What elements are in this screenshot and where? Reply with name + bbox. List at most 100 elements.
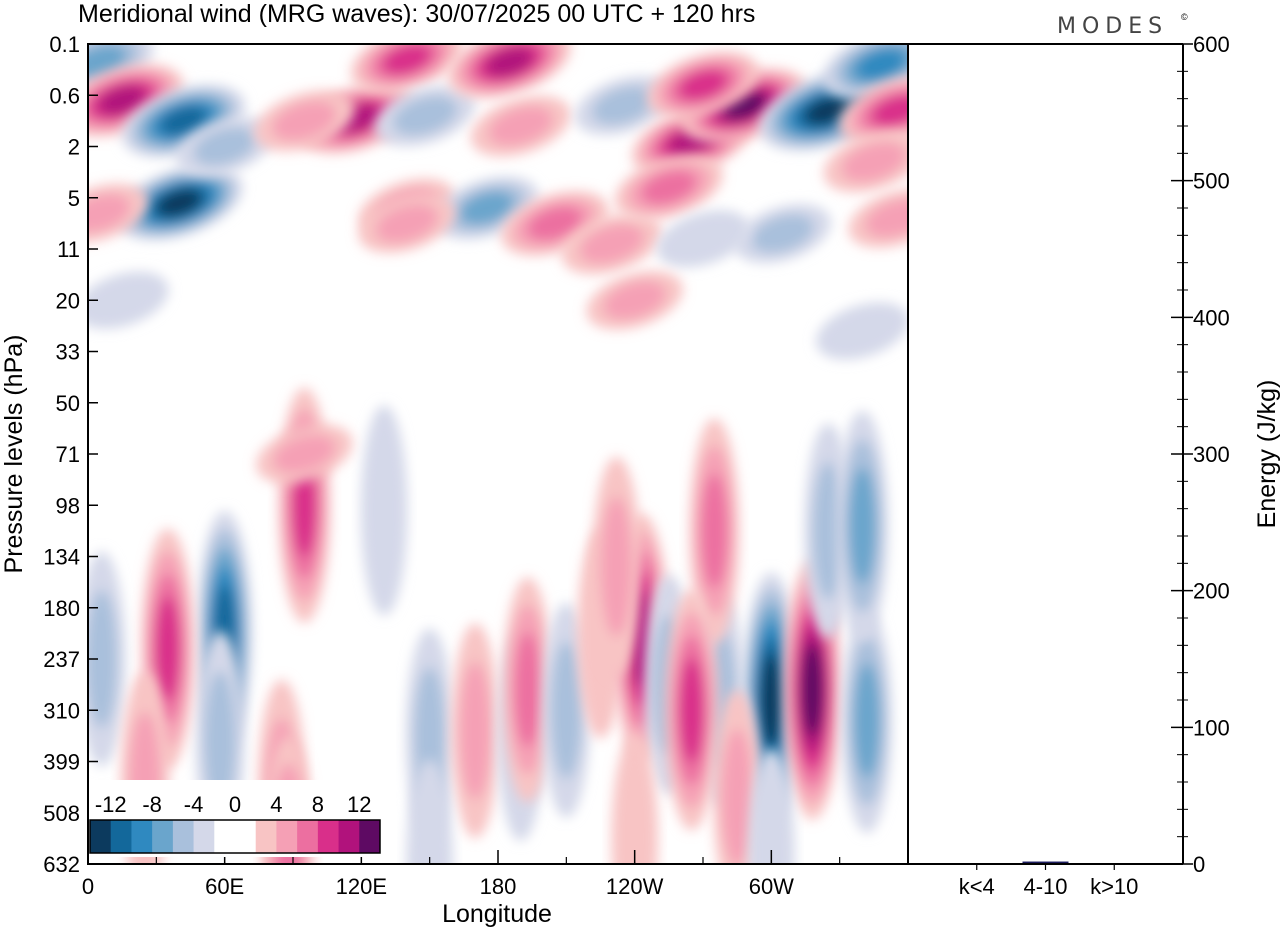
contour-level <box>486 47 533 77</box>
contour-level <box>273 434 336 474</box>
contour-level <box>841 142 906 182</box>
energy-panel: 0 100 200 300 400 500 600 k<4 4-10 k>10 <box>908 32 1230 899</box>
contour-level <box>204 671 236 811</box>
contour-level <box>375 204 438 243</box>
colorbar-swatch <box>235 820 257 853</box>
colorbar-swatch <box>317 820 340 853</box>
contour-feature <box>374 85 476 147</box>
contour-level <box>272 101 337 141</box>
contour-feature <box>614 155 723 220</box>
energy-axis-ticks: 0 100 200 300 400 500 600 k<4 4-10 k>10 <box>959 32 1230 899</box>
colorbar-swatch <box>338 820 360 853</box>
y-tick-label: 71 <box>56 442 80 467</box>
contour-level <box>816 302 908 360</box>
y-axis-label: Pressure levels (hPa) <box>0 335 28 574</box>
y-tick-label: 180 <box>43 596 80 621</box>
contour-level <box>157 189 201 217</box>
x-tick-label: 120E <box>336 874 387 899</box>
contour-level <box>406 759 453 864</box>
contour-feature <box>256 424 353 484</box>
energy-y-tick-label: 400 <box>1193 305 1230 330</box>
colorbar-swatch <box>276 820 298 853</box>
x-tick-label: 60W <box>749 874 794 899</box>
contour-level <box>393 96 457 136</box>
contour-level <box>600 496 633 637</box>
contour-level <box>382 44 432 75</box>
colorbar: -12 -8 -4 0 4 8 12 <box>86 780 384 857</box>
contour-panel: 0 60E 120E 180 120W 60W 0.1 0.6 2 5 11 20 33 50 71 98 13… <box>43 32 909 899</box>
contour-level <box>748 748 795 864</box>
contour-level <box>88 271 169 329</box>
contour-level <box>160 106 207 136</box>
contour-level <box>603 281 666 320</box>
contour-level <box>550 641 582 779</box>
x-tick-label: 60E <box>205 874 244 899</box>
contour-feature <box>848 188 908 248</box>
contour-level <box>611 733 658 864</box>
energy-category-label: k>10 <box>1090 874 1138 899</box>
energy-axis-label: Energy (J/kg) <box>1253 380 1280 529</box>
energy-y-tick-label: 200 <box>1193 579 1230 604</box>
colorbar-label: -12 <box>95 792 127 817</box>
energy-y-tick-label: 100 <box>1193 715 1230 740</box>
contour-feature <box>734 204 831 264</box>
y-tick-label: 33 <box>56 340 80 365</box>
colorbar-label: 4 <box>270 792 282 817</box>
y-tick-label: 50 <box>56 391 80 416</box>
y-tick-label: 632 <box>43 852 80 877</box>
contour-level <box>751 214 814 253</box>
colorbar-swatch <box>90 820 112 853</box>
contour-level <box>360 405 408 616</box>
contour-level <box>856 49 906 80</box>
y-tick-label: 237 <box>43 647 80 672</box>
x-tick-label: 0 <box>82 874 94 899</box>
energy-y-tick-label: 500 <box>1193 169 1230 194</box>
contour-level <box>527 206 582 241</box>
contour-feature <box>88 271 169 329</box>
contour-feature <box>406 759 453 864</box>
contour-feature <box>88 551 126 767</box>
contour-level <box>865 199 908 238</box>
contour-level <box>580 224 644 264</box>
colorbar-frame <box>89 819 381 854</box>
contour-level <box>193 127 256 166</box>
colorbar-label: -4 <box>184 792 204 817</box>
colorbar-label: 0 <box>229 792 241 817</box>
colorbar-swatch <box>359 820 381 853</box>
colorbar-swatch <box>193 820 215 853</box>
energy-y-tick-label: 0 <box>1193 852 1205 877</box>
contour-level <box>514 632 541 748</box>
contour-plot-frame <box>87 43 909 865</box>
energy-category-label: 4-10 <box>1023 874 1067 899</box>
colorbar-swatch <box>297 820 319 853</box>
contour-feature <box>816 302 908 360</box>
x-tick-label: 120W <box>606 874 664 899</box>
colorbar-swatch <box>131 820 153 853</box>
contour-feature <box>842 608 892 833</box>
contour-feature <box>470 95 571 157</box>
energy-y-tick-label: 600 <box>1193 32 1230 57</box>
contour-feature <box>689 418 740 644</box>
colorbar-label: -8 <box>142 792 162 817</box>
contour-feature <box>360 405 408 616</box>
y-tick-label: 0.1 <box>49 32 80 57</box>
contour-level <box>592 86 655 125</box>
contour-feature <box>350 44 463 93</box>
contour-feature <box>561 213 663 275</box>
contour-feature <box>823 131 908 193</box>
contour-level <box>460 191 513 225</box>
contour-level <box>812 462 844 600</box>
contour-feature <box>836 410 889 641</box>
contour-feature <box>647 51 759 119</box>
contour-feature <box>88 183 148 243</box>
y-tick-label: 98 <box>56 493 80 518</box>
contour-level <box>849 467 876 585</box>
contour-feature <box>611 733 658 864</box>
contour-feature <box>748 748 795 864</box>
colorbar-swatch <box>110 820 132 853</box>
x-axis-label: Longitude <box>442 900 552 928</box>
contour-feature <box>447 44 572 99</box>
colorbar-label: 8 <box>312 792 324 817</box>
chart-title: Meridional wind (MRG waves): 30/07/2025 … <box>78 0 755 28</box>
